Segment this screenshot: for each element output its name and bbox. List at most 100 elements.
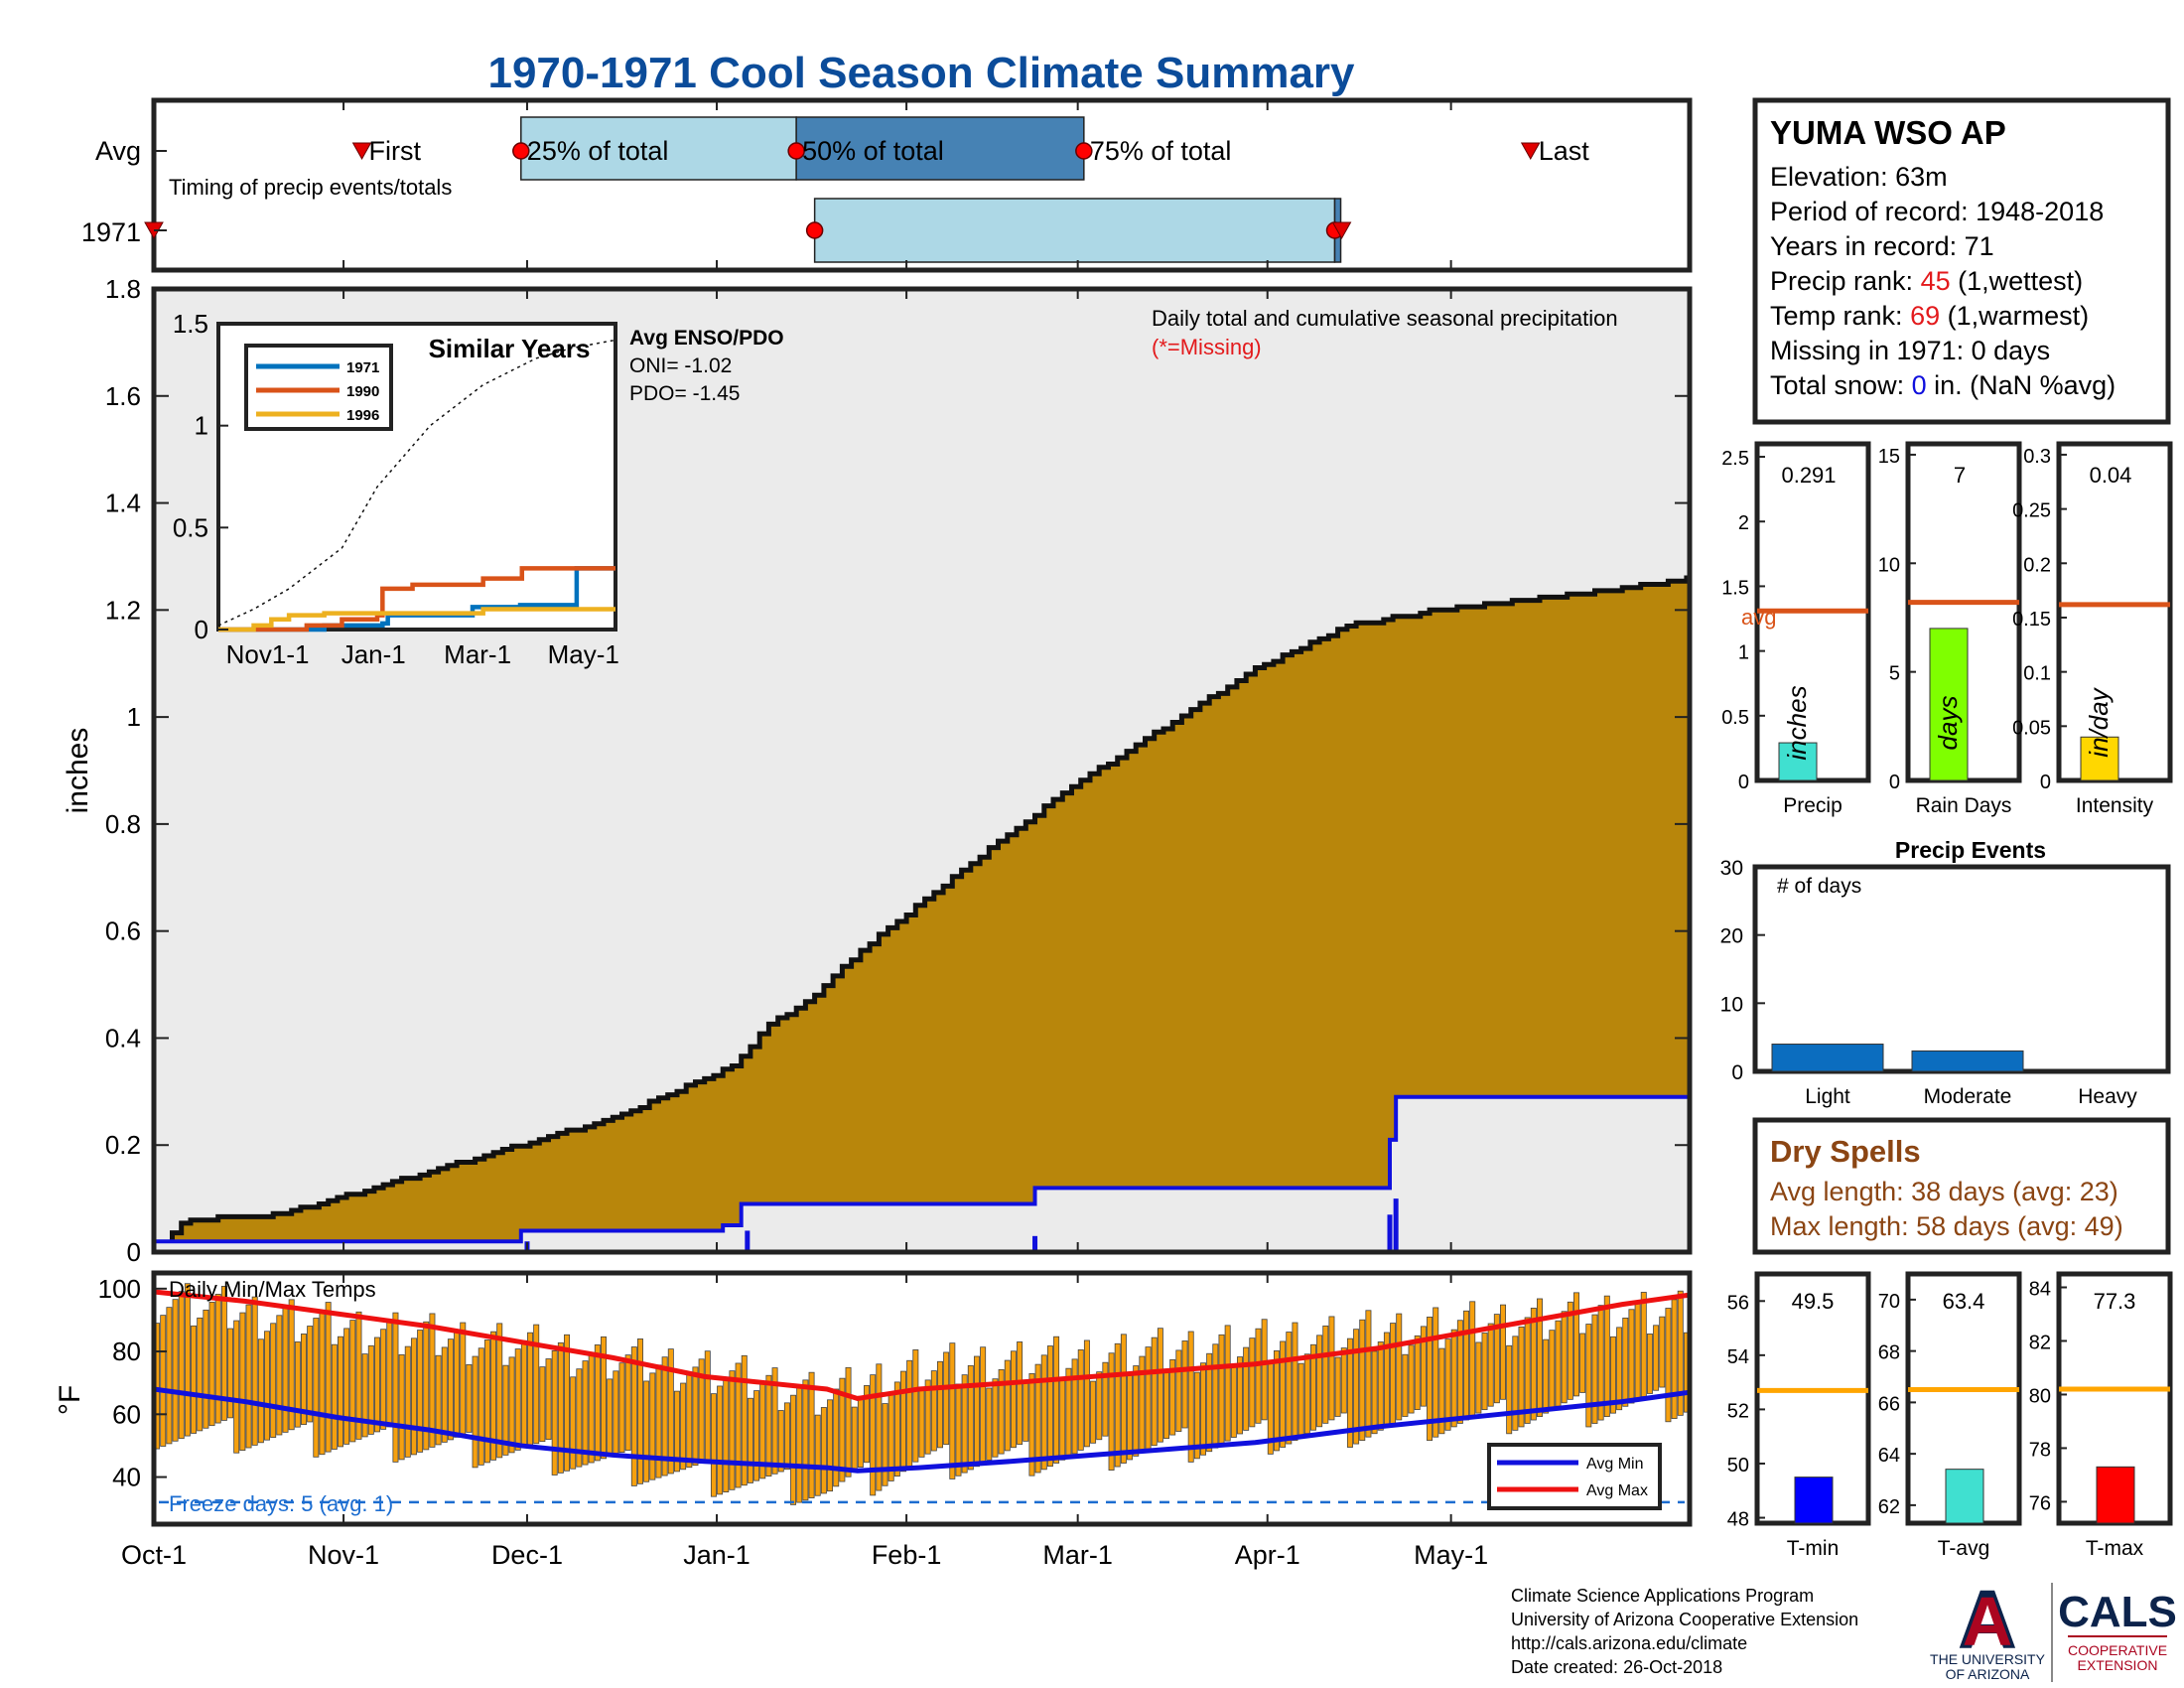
daily-temp-bar bbox=[1616, 1327, 1623, 1411]
daily-temp-bar bbox=[313, 1318, 320, 1458]
daily-temp-bar bbox=[1127, 1374, 1134, 1461]
daily-temp-bar bbox=[1377, 1341, 1384, 1431]
timing-first-label: First bbox=[369, 136, 422, 166]
daily-temp-bar bbox=[1433, 1307, 1439, 1438]
daily-temp-bar bbox=[1249, 1337, 1256, 1428]
daily-temp-bar bbox=[1518, 1326, 1525, 1428]
inset-y-tick-label: 0.5 bbox=[173, 512, 208, 542]
tavg-y-tick-label: 68 bbox=[1878, 1342, 1900, 1364]
intensity-y-tick-label: 0.2 bbox=[2023, 554, 2051, 576]
events-title: Precip Events bbox=[1895, 837, 2046, 863]
daily-temp-bar bbox=[1206, 1352, 1213, 1453]
timing-year-p25-marker bbox=[805, 221, 824, 239]
tmax-y-tick-label: 78 bbox=[2029, 1439, 2051, 1461]
dry-spells-title: Dry Spells bbox=[1770, 1134, 1921, 1169]
daily-temp-bar bbox=[1193, 1371, 1200, 1460]
precip-label: Precip bbox=[1783, 794, 1843, 817]
daily-temp-bar bbox=[1340, 1347, 1347, 1414]
temp-y-axis-label: °F bbox=[54, 1385, 86, 1415]
intensity-y-tick-label: 0.15 bbox=[2012, 609, 2051, 631]
precip-y-tick-label: 2.5 bbox=[1721, 448, 1749, 470]
daily-temp-bar bbox=[576, 1368, 583, 1468]
daily-temp-bar bbox=[533, 1324, 540, 1445]
daily-temp-bar bbox=[1677, 1290, 1684, 1416]
daily-temp-bar bbox=[1506, 1344, 1513, 1435]
precip-y-tick-label: 0 bbox=[1738, 772, 1749, 793]
precip-rank-suffix: (1,wettest) bbox=[1951, 266, 2084, 296]
daily-temp-bar bbox=[1292, 1322, 1298, 1441]
daily-temp-bar bbox=[570, 1376, 577, 1470]
daily-temp-bar bbox=[1102, 1361, 1109, 1437]
temp-rank-line: Temp rank: 69 (1,warmest) bbox=[1770, 301, 2089, 331]
daily-temp-bar bbox=[355, 1311, 362, 1440]
dry-spells-max: Max length: 58 days (avg: 49) bbox=[1770, 1211, 2123, 1241]
tmax-y-tick-label: 84 bbox=[2029, 1278, 2051, 1300]
inset-series bbox=[217, 339, 616, 633]
cals-logo: CALS COOPERATIVE EXTENSION bbox=[2058, 1588, 2177, 1673]
daily-temp-bar bbox=[1585, 1324, 1592, 1428]
daily-temp-bar bbox=[472, 1355, 478, 1469]
month-label: Apr-1 bbox=[1235, 1540, 1300, 1570]
tmax-label: T-max bbox=[2086, 1537, 2144, 1560]
daily-temp-bar bbox=[618, 1362, 625, 1454]
daily-temp-bar bbox=[814, 1414, 821, 1496]
month-label: Jan-1 bbox=[683, 1540, 751, 1570]
temp-rank-prefix: Temp rank: bbox=[1770, 301, 1910, 331]
events-bars: Light Moderate Heavy 0 10 20 30 bbox=[1720, 857, 2138, 1108]
intensity-value: 0.04 bbox=[2090, 463, 2132, 488]
daily-temp-bar bbox=[251, 1296, 258, 1446]
daily-temp-bar bbox=[961, 1374, 968, 1474]
daily-temp-bar bbox=[1200, 1362, 1206, 1456]
daily-temp-bar bbox=[1597, 1305, 1604, 1421]
daily-temp-bar bbox=[717, 1385, 724, 1495]
daily-temp-bar bbox=[710, 1393, 717, 1497]
daily-temp-bar bbox=[1646, 1334, 1653, 1394]
daily-temp-bar bbox=[478, 1347, 484, 1466]
footer-line-3: http://cals.arizona.edu/climate bbox=[1511, 1633, 1747, 1653]
enso-title: Avg ENSO/PDO bbox=[629, 327, 784, 350]
daily-temp-bar bbox=[1212, 1343, 1219, 1449]
raindays-y-tick-label: 0 bbox=[1889, 772, 1900, 793]
daily-temp-bar bbox=[839, 1377, 846, 1482]
daily-temp-bar bbox=[288, 1299, 295, 1431]
daily-temp-bar bbox=[973, 1355, 980, 1468]
tmax-bar bbox=[2096, 1466, 2135, 1524]
precip-summary-panels: 0.291 inches Precip 0 0.5 1 1.5 2 2.5 avg 7 days Rai… bbox=[1721, 441, 2173, 817]
daily-temp-bar bbox=[1120, 1334, 1127, 1464]
daily-temp-bar bbox=[1230, 1365, 1237, 1438]
ua-logo-letter: A bbox=[1958, 1573, 2018, 1666]
daily-temp-bar bbox=[1561, 1311, 1568, 1404]
daily-temp-bar bbox=[1303, 1353, 1310, 1435]
daily-temp-bar bbox=[208, 1301, 215, 1427]
station-years: Years in record: 71 bbox=[1770, 231, 1994, 261]
daily-temp-bar bbox=[191, 1325, 198, 1434]
main-y-tick-label: 1.2 bbox=[105, 595, 141, 625]
raindays-unit-label: days bbox=[1933, 696, 1963, 751]
daily-temp-bar bbox=[1530, 1308, 1537, 1421]
daily-temp-bar bbox=[607, 1378, 614, 1458]
daily-temp-bar bbox=[900, 1370, 906, 1473]
month-label: Mar-1 bbox=[1042, 1540, 1113, 1570]
timing-avg-row-label: Avg bbox=[95, 136, 141, 166]
daily-temp-bar bbox=[227, 1328, 234, 1419]
daily-temp-bar bbox=[1077, 1349, 1084, 1451]
daily-temp-bar bbox=[777, 1410, 784, 1473]
daily-temp-bar bbox=[184, 1283, 191, 1437]
main-missing-note: (*=Missing) bbox=[1152, 335, 1262, 359]
timing-description: Timing of precip events/totals bbox=[169, 175, 452, 200]
daily-temp-bar bbox=[1579, 1333, 1586, 1393]
daily-temp-bar bbox=[301, 1334, 307, 1425]
raindays-bar bbox=[1929, 628, 1969, 781]
month-label: May-1 bbox=[1414, 1540, 1488, 1570]
timing-avg-p50-marker bbox=[787, 142, 805, 160]
daily-temp-bar bbox=[992, 1378, 999, 1458]
oni-value: ONI= -1.02 bbox=[629, 354, 732, 377]
inset-series-1990 bbox=[218, 566, 615, 633]
tmin-y-tick-label: 48 bbox=[1727, 1509, 1749, 1531]
daily-temp-bar bbox=[1653, 1325, 1660, 1391]
daily-temp-bar bbox=[423, 1321, 430, 1451]
temp-y-tick-label: 60 bbox=[112, 1399, 141, 1429]
daily-temp-bar bbox=[980, 1346, 987, 1464]
daily-temp-bar bbox=[876, 1363, 883, 1491]
daily-temp-bar bbox=[649, 1372, 656, 1480]
